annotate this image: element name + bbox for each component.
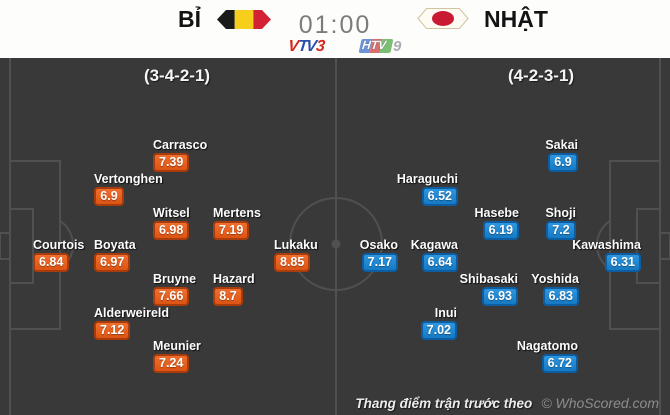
player-name: Kawashima — [572, 238, 641, 252]
player-name: Haraguchi — [396, 172, 458, 186]
player-rating-badge: 6.72 — [541, 354, 578, 373]
player-name: Alderweireld — [94, 306, 170, 320]
player-lukaku: Lukaku 8.85 — [274, 238, 318, 272]
player-rating-badge: 6.97 — [94, 253, 131, 272]
left-goal-area — [9, 208, 34, 284]
player-rating-badge: 7.24 — [153, 354, 190, 373]
vtv3-letter: 3 — [315, 38, 325, 55]
player-hazard: Hazard 8.7 — [213, 272, 255, 306]
player-name: Carrasco — [153, 138, 208, 152]
player-osako: Osako 7.17 — [360, 238, 398, 272]
player-rating-badge: 6.64 — [421, 253, 458, 272]
player-vertonghen: Vertonghen 6.9 — [94, 172, 163, 206]
player-nagatomo: Nagatomo 6.72 — [517, 339, 578, 373]
player-rating-badge: 6.84 — [33, 253, 70, 272]
player-mertens: Mertens 7.19 — [213, 206, 261, 240]
away-team-name: NHẬT — [484, 6, 548, 32]
player-rating-badge: 7.12 — [94, 321, 131, 340]
player-rating-badge: 6.9 — [548, 153, 578, 172]
player-name: Osako — [359, 238, 398, 252]
rating-source-note: Thang điểm trận trước theo — [355, 396, 533, 411]
player-meunier: Meunier 7.24 — [153, 339, 201, 373]
player-rating-badge: 6.31 — [604, 253, 641, 272]
home-team-name: BỈ — [178, 6, 201, 32]
player-rating-badge: 7.02 — [420, 321, 457, 340]
player-rating-badge: 7.17 — [361, 253, 398, 272]
player-haraguchi: Haraguchi 6.52 — [397, 172, 458, 206]
player-name: Yoshida — [531, 272, 579, 286]
player-rating-badge: 7.2 — [546, 221, 576, 240]
vtv3-channel-logo: VTV3 — [287, 38, 325, 56]
player-name: Courtois — [33, 238, 85, 252]
player-boyata: Boyata 6.97 — [94, 238, 136, 272]
player-inui: Inui 7.02 — [420, 306, 457, 340]
pitch-markings — [0, 58, 670, 415]
player-name: Lukaku — [274, 238, 318, 252]
player-name: Inui — [434, 306, 457, 320]
player-rating-badge: 7.39 — [153, 153, 190, 172]
player-rating-badge: 7.66 — [153, 287, 190, 306]
player-rating-badge: 6.9 — [94, 187, 124, 206]
player-name: Hazard — [213, 272, 255, 286]
player-name: Vertonghen — [94, 172, 163, 186]
player-name: Shoji — [545, 206, 576, 220]
centre-circle — [289, 197, 383, 291]
player-rating-badge: 8.7 — [213, 287, 243, 306]
player-shoji: Shoji 7.2 — [545, 206, 576, 240]
kickoff-time: 01:00 — [298, 11, 372, 39]
player-rating-badge: 6.83 — [542, 287, 579, 306]
player-rating-badge: 6.98 — [153, 221, 190, 240]
home-formation-label: (3-4-2-1) — [143, 66, 211, 85]
player-sakai: Sakai 6.9 — [545, 138, 578, 172]
player-name: Boyata — [94, 238, 136, 252]
htv9-logo-box: HTV — [358, 39, 394, 53]
whoscored-credit: © WhoScored.com — [541, 395, 659, 411]
player-kagawa: Kagawa 6.64 — [411, 238, 458, 272]
player-name: Mertens — [213, 206, 261, 220]
player-name: Bruyne — [153, 272, 197, 286]
belgium-flag-icon — [217, 10, 271, 29]
player-name: Shibasaki — [459, 272, 518, 286]
player-rating-badge: 7.19 — [213, 221, 250, 240]
player-name: Witsel — [153, 206, 190, 220]
player-shibasaki: Shibasaki 6.93 — [460, 272, 518, 306]
htv9-channel-logo: HTV 9 — [358, 37, 402, 55]
japan-flag-icon — [417, 8, 469, 29]
player-rating-badge: 6.52 — [421, 187, 458, 206]
player-courtois: Courtois 6.84 — [33, 238, 84, 272]
player-name: Sakai — [545, 138, 578, 152]
centre-spot — [331, 239, 341, 249]
player-name: Nagatomo — [516, 339, 578, 353]
right-goal — [659, 232, 670, 260]
htv9-number: 9 — [393, 37, 402, 55]
away-formation-label: (4-2-3-1) — [507, 66, 575, 85]
player-rating-badge: 6.19 — [482, 221, 519, 240]
player-name: Hasebe — [474, 206, 519, 220]
player-carrasco: Carrasco 7.39 — [153, 138, 207, 172]
rating-source-footer: Thang điểm trận trước theo © WhoScored.c… — [355, 395, 659, 411]
player-name: Meunier — [153, 339, 201, 353]
player-alderweireld: Alderweireld 7.12 — [94, 306, 169, 340]
left-goal — [0, 232, 11, 260]
player-kawashima: Kawashima 6.31 — [572, 238, 641, 272]
match-header: BỈ 01:00 NHẬT VTV3 HTV 9 — [0, 0, 670, 58]
player-bruyne: Bruyne 7.66 — [153, 272, 196, 306]
htv9-letters: HTV — [361, 39, 387, 52]
player-yoshida: Yoshida 6.83 — [531, 272, 579, 306]
player-name: Kagawa — [410, 238, 458, 252]
player-witsel: Witsel 6.98 — [153, 206, 190, 240]
player-rating-badge: 8.85 — [274, 253, 311, 272]
football-pitch: (3-4-2-1) (4-2-3-1) Courtois 6.84 Vertongh… — [0, 58, 670, 415]
player-rating-badge: 6.93 — [481, 287, 518, 306]
player-hasebe: Hasebe 6.19 — [475, 206, 519, 240]
